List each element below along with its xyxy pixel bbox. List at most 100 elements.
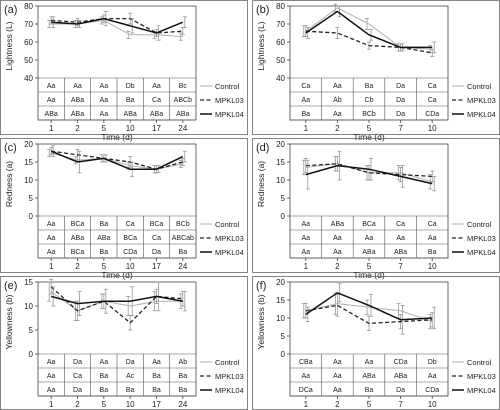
legend-label: Control (215, 220, 240, 229)
stat-letter: Da (396, 387, 405, 394)
x-axis-label: Time (d) (353, 408, 384, 410)
x-axis-label: Time (d) (101, 132, 132, 142)
y-tick-label: 5 (29, 194, 34, 203)
stat-letter: Aa (47, 235, 56, 242)
y-tick-label: 60 (276, 38, 285, 47)
series-line-mpkl03 (51, 17, 183, 34)
y-tick-label: 40 (24, 74, 33, 83)
x-axis-label: Time (d) (353, 270, 384, 280)
x-tick-label: 1 (304, 262, 309, 271)
panel-label: (c) (4, 142, 17, 154)
stat-letter: Da (73, 359, 82, 366)
stat-letter: Aa (100, 97, 109, 104)
stat-letter: Da (152, 249, 161, 256)
x-axis-label: Time (d) (101, 270, 132, 280)
y-tick-label: 20 (24, 140, 33, 149)
x-tick-label: 10 (126, 124, 135, 133)
y-tick-label: 15 (276, 296, 285, 305)
series-line-mpkl04 (51, 17, 184, 34)
x-tick-label: 7 (398, 262, 403, 271)
stat-letter: ABa (45, 111, 58, 118)
legend-label: MPKL03 (467, 96, 496, 105)
stat-letter: Ba (100, 221, 109, 228)
y-tick-label: 70 (276, 20, 285, 29)
y-axis-label: Redness (a) (4, 161, 14, 207)
stat-letter: Ca (152, 235, 161, 242)
stat-letter: Ab (333, 97, 342, 104)
stat-letter: Ca (126, 221, 135, 228)
legend-label: Control (467, 220, 492, 229)
x-tick-label: 17 (152, 400, 161, 409)
stat-letter: Aa (47, 373, 56, 380)
stat-letter: Ba (100, 373, 109, 380)
stat-letter: Aa (47, 387, 56, 394)
y-tick-label: 10 (24, 176, 33, 185)
stat-letter: Aa (365, 235, 374, 242)
stat-letter: CBa (299, 359, 313, 366)
stat-letter: BCb (176, 221, 190, 228)
y-tick-label: 5 (281, 194, 286, 203)
y-axis-label: Redness (a) (256, 161, 266, 207)
legend-label: MPKL04 (215, 110, 244, 119)
stat-letter: ABa (331, 221, 344, 228)
stat-letter: Ca (428, 97, 437, 104)
y-tick-label: 15 (24, 278, 33, 287)
series-line-control (50, 291, 183, 312)
stat-letter: ABa (71, 111, 84, 118)
x-tick-label: 10 (126, 262, 135, 271)
series-line-mpkl04 (305, 10, 433, 49)
stat-letter: Aa (152, 83, 161, 90)
stat-letter: BCa (71, 221, 85, 228)
legend-label: MPKL04 (215, 386, 244, 395)
stat-letter: Aa (333, 235, 342, 242)
y-tick-label: 80 (24, 2, 33, 11)
x-tick-label: 1 (49, 124, 54, 133)
y-axis-label: Yellowness (b) (4, 294, 14, 349)
x-tick-label: 10 (428, 124, 437, 133)
x-tick-label: 2 (75, 262, 80, 271)
y-tick-label: 5 (29, 326, 34, 335)
x-tick-label: 1 (304, 400, 309, 409)
stat-letter: ABa (124, 111, 137, 118)
y-tick-label: 10 (276, 314, 285, 323)
series-line-mpkl03 (305, 163, 433, 178)
stat-letter: Ab (179, 359, 188, 366)
legend-label: MPKL03 (215, 96, 244, 105)
stat-letter: Aa (47, 83, 56, 90)
series-line-mpkl03 (51, 150, 184, 170)
legend-label: MPKL03 (467, 372, 496, 381)
series-line-mpkl04 (305, 164, 433, 185)
stat-letter: Db (126, 83, 135, 90)
y-tick-label: 10 (24, 302, 33, 311)
x-tick-label: 7 (398, 400, 403, 409)
stat-letter: Aa (302, 249, 311, 256)
x-tick-label: 24 (178, 124, 187, 133)
x-tick-label: 7 (398, 124, 403, 133)
stat-letter: Ca (73, 373, 82, 380)
stat-letter: ABCb (174, 97, 192, 104)
series-line-mpkl04 (50, 150, 184, 170)
stat-letter: Ba (302, 111, 311, 118)
x-tick-label: 2 (335, 124, 340, 133)
x-tick-label: 5 (367, 400, 372, 409)
stat-letter: Ba (100, 249, 109, 256)
stat-letter: Aa (47, 221, 56, 228)
stat-letter: Aa (396, 235, 405, 242)
panel-label: (a) (4, 4, 17, 16)
stat-letter: Aa (152, 359, 161, 366)
panel-a: (a) 40 50 60 70 80 Lightness (L) Aa Aa Aa Db Aa Bc Aa… (0, 0, 248, 142)
x-tick-label: 2 (75, 400, 80, 409)
stat-letter: Aa (333, 111, 342, 118)
stat-letter: BCa (362, 221, 376, 228)
stat-letter: Aa (302, 97, 311, 104)
x-tick-label: 2 (335, 400, 340, 409)
stat-letter: Aa (365, 359, 374, 366)
stat-letter: Aa (100, 359, 109, 366)
stat-letter: Ca (152, 97, 161, 104)
stat-letter: ABa (176, 111, 189, 118)
legend-label: MPKL04 (215, 248, 244, 257)
stat-letter: ABa (362, 249, 375, 256)
